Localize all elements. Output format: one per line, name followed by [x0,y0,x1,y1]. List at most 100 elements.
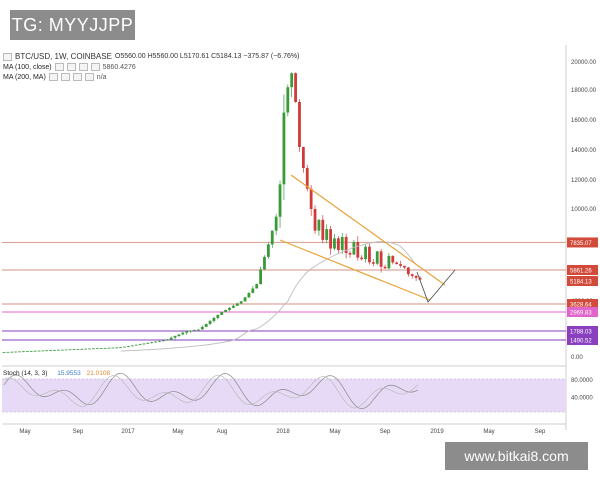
price-marker [567,264,598,275]
time-tick-label: 2018 [276,429,290,435]
candle-body [92,348,95,350]
candle-body [301,147,305,168]
candle-body [57,349,60,351]
candle-body [150,342,154,344]
price-marker-text: 5861.26 [570,268,592,274]
low-value: L5170.61 [179,53,210,60]
triangle-upper-line [290,174,446,286]
open-value: O5560.00 [114,53,146,60]
candle-body [177,334,181,337]
candle-body [263,256,266,270]
time-tick-label: 2019 [430,429,444,435]
ohlc-values: O5560.00 H5560.00 L5170.61 C5184.13 −375… [115,53,300,60]
time-tick-label: Sep [73,429,84,435]
candle-body [138,344,142,345]
candle-body [53,350,56,351]
ma1-visibility-icon[interactable] [54,63,64,71]
candle-body [329,229,332,249]
stoch-legend[interactable]: Stoch (14, 3, 3) 15.9553 21.0108 [3,370,110,377]
ma1-more-icon[interactable] [90,63,100,71]
candle-body [181,332,185,335]
candle-body [64,349,68,351]
candle-body [154,341,158,343]
ma1-close-icon[interactable] [78,63,88,71]
candle-body [364,246,367,260]
candle-body [18,351,21,353]
candle-body [165,339,169,341]
price-marker-text: 7835.07 [570,241,592,247]
candle-body [387,255,391,269]
ma2-close-icon[interactable] [72,73,82,81]
candle-body [231,305,235,308]
candle-body [352,242,356,255]
candle-body [142,343,146,345]
candle-body [6,351,10,353]
ma2-legend[interactable]: MA (200, MA) n/a [3,73,107,81]
candle-body [290,73,294,88]
stoch-d-line [3,374,419,409]
candle-body [196,329,200,331]
ma2-visibility-icon[interactable] [48,73,58,81]
candle-body [103,347,107,349]
candle-body [80,348,84,350]
candle-body [173,336,177,338]
ma1-legend[interactable]: MA (100, close) 5860.4276 [3,63,136,71]
candle-body [158,341,161,342]
stoch-tick-label: 40.0000 [571,395,593,401]
symbol-menu-icon[interactable] [3,52,12,61]
candle-body [259,269,262,285]
candle-body [41,350,45,352]
price-tick-label: 10000.00 [571,207,597,213]
ma2-settings-icon[interactable] [60,73,70,81]
candle-body [25,351,29,352]
candle-body [14,351,18,353]
price-tick-label: 16000.00 [571,118,597,124]
candle-body [286,87,290,113]
candle-body [169,337,173,340]
time-tick-label: Sep [380,429,391,435]
price-tick-label: 20000.00 [571,60,597,66]
candle-body [146,342,150,344]
candle-body [99,348,103,349]
price-marker-text: 5184.13 [570,279,592,285]
candle-body [204,323,208,327]
candle-body [294,73,297,102]
ma2-more-icon[interactable] [84,73,94,81]
price-marker [567,275,598,286]
price-tick-label: 14000.00 [571,148,597,154]
candle-body [200,326,204,330]
candle-body [251,288,255,293]
candle-body [274,216,278,231]
ma1-value: 5860.4276 [102,63,136,71]
candle-body [255,284,259,289]
price-tick-label: 12000.00 [571,178,597,184]
stoch-k-line [3,372,419,410]
price-marker [567,298,598,309]
candle-body [37,350,41,352]
candle-body [282,112,286,185]
candle-body [243,297,247,302]
candle-body [375,251,379,264]
candle-body [305,168,309,189]
time-tick-label: Aug [217,429,228,435]
candle-body [298,102,301,147]
price-marker [567,306,598,317]
stoch-band [2,379,566,412]
candle-body [368,246,371,263]
candle-body [371,262,375,264]
candle-body [406,267,410,275]
ma1-settings-icon[interactable] [66,63,76,71]
stoch-k-value: 15.9553 [57,370,81,377]
candle-body [22,351,25,353]
candle-body [348,253,352,255]
candle-body [127,346,130,347]
candle-body [33,350,37,352]
candle-body [410,274,414,277]
candle-body [10,351,14,353]
candle-body [115,347,119,349]
candle-body [313,209,317,231]
candle-body [134,344,138,346]
tg-badge: TG: MYYJJPP [10,10,135,40]
